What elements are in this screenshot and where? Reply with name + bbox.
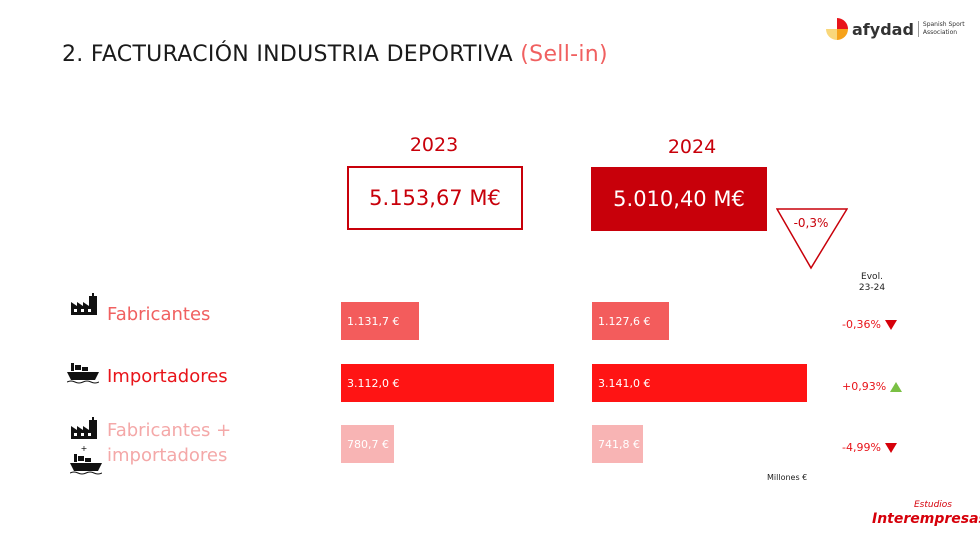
category-label-line: importadores: [107, 445, 228, 466]
total-2024-box: 5.010,40 M€: [591, 167, 767, 231]
category-label-line: Importadores: [107, 366, 228, 387]
factory-ship-icon: +: [69, 416, 103, 479]
interempresas-logo: Estudios Interempresas: [872, 500, 980, 528]
evol-header-line1: Evol.: [861, 272, 883, 282]
bar-2024: 3.141,0 €: [592, 364, 808, 402]
decrease-triangle-icon: [776, 208, 848, 270]
category-label: Fabricantes: [107, 302, 210, 327]
evolution-value: -0,36%: [842, 318, 897, 331]
sun-logo-icon: [826, 18, 848, 40]
title-main: 2. FACTURACIÓN INDUSTRIA DEPORTIVA: [62, 42, 513, 67]
category-label: Fabricantes + importadores: [107, 418, 231, 468]
year-2023-label: 2023: [409, 134, 459, 156]
bar-2024: 741,8 €: [592, 425, 643, 463]
evol-header: Evol. 23-24: [848, 272, 896, 294]
page-title: 2. FACTURACIÓN INDUSTRIA DEPORTIVA (Sell…: [62, 42, 608, 67]
total-2023-box: 5.153,67 M€: [347, 166, 523, 230]
evolution-value: -4,99%: [842, 441, 897, 454]
units-label: Millones €: [767, 473, 808, 482]
arrow-down-icon: [884, 442, 897, 453]
total-change: -0,3%: [793, 216, 829, 230]
ship-icon: [66, 362, 100, 388]
arrow-up-icon: [890, 381, 903, 392]
title-highlight: (Sell-in): [520, 42, 608, 67]
bar-2023: 780,7 €: [341, 425, 395, 463]
factory-icon: [70, 292, 98, 320]
logo-name: afydad: [852, 19, 914, 39]
category-label-line: Fabricantes +: [107, 420, 232, 441]
evol-header-line2: 23-24: [858, 283, 886, 293]
bar-2023: 1.131,7 €: [341, 302, 419, 340]
brand-top: Estudios: [913, 500, 952, 510]
logo-tagline: Spanish Sport Association: [917, 21, 967, 37]
afydad-logo: afydad Spanish Sport Association: [826, 18, 967, 40]
bar-2023: 3.112,0 €: [341, 364, 555, 402]
evolution-label: -0,36%: [842, 318, 881, 331]
brand-bottom: Interempresas: [872, 511, 980, 527]
arrow-down-icon: [884, 319, 897, 330]
category-label: Importadores: [107, 364, 228, 389]
evolution-label: +0,93%: [842, 380, 887, 393]
evolution-value: +0,93%: [842, 380, 903, 393]
evolution-label: -4,99%: [842, 441, 881, 454]
category-label-line: Fabricantes: [107, 304, 211, 325]
bar-2024: 1.127,6 €: [592, 302, 670, 340]
year-2024-label: 2024: [667, 136, 717, 158]
